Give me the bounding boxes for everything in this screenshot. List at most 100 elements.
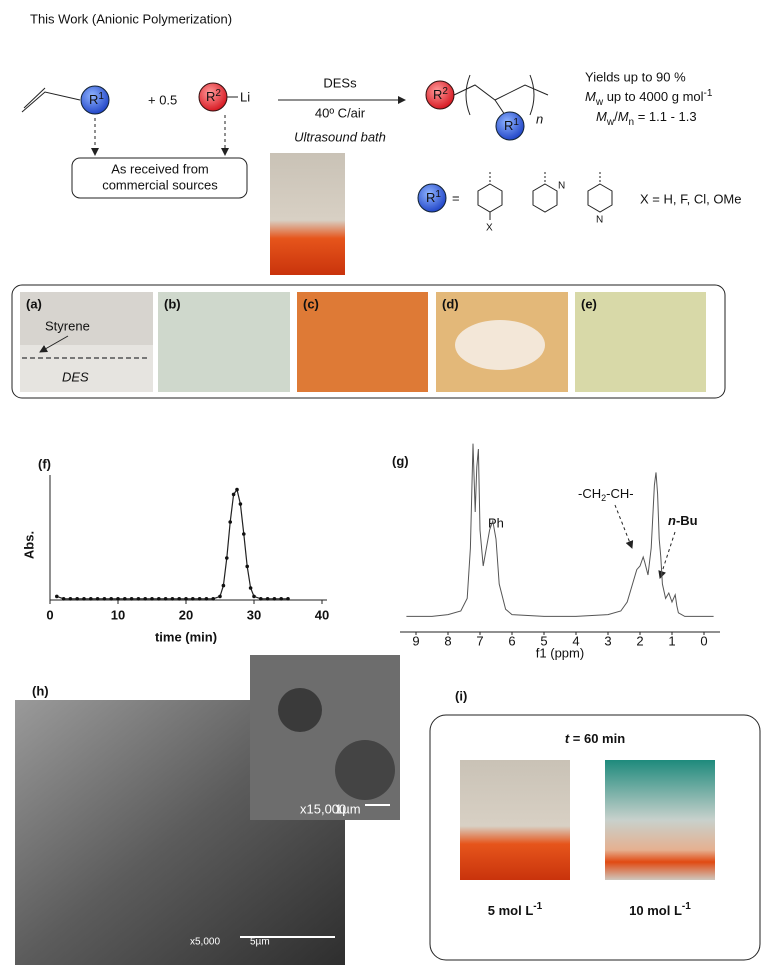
panel-label: (e) xyxy=(581,296,597,311)
data-point xyxy=(177,597,181,601)
note: commercial sources xyxy=(102,177,218,192)
d: M xyxy=(596,109,607,124)
data-point xyxy=(225,556,229,560)
r1-sup: 1 xyxy=(98,91,104,102)
peak-label: -CH xyxy=(578,486,601,501)
x-tick-label: 0 xyxy=(46,607,53,622)
data-point xyxy=(238,502,243,506)
data-point xyxy=(259,597,263,601)
data-point xyxy=(109,597,113,601)
peak-label: -CH2-CH- xyxy=(578,486,634,503)
concentration: 5 mol L-1 xyxy=(488,901,543,919)
time: = 60 min xyxy=(569,731,625,746)
x-tick-label: 1 xyxy=(668,633,675,648)
dispersity: Mw/Mn = 1.1 - 1.3 xyxy=(596,109,697,127)
d: n xyxy=(629,117,635,128)
r1-circle xyxy=(417,183,447,213)
axis xyxy=(49,475,327,601)
x-tick-label: 10 xyxy=(111,607,125,622)
photo xyxy=(455,320,545,370)
d: / xyxy=(614,109,618,124)
data-point xyxy=(231,492,236,497)
x-tick-label: 30 xyxy=(247,607,261,622)
r1-circle xyxy=(80,85,110,115)
mw: up to 4000 g mol xyxy=(603,89,704,104)
time: t xyxy=(565,731,570,746)
vial-photo xyxy=(605,760,715,880)
li: Li xyxy=(240,89,250,104)
r1-sup: 1 xyxy=(513,117,519,128)
data-point xyxy=(95,597,100,601)
panel-frame xyxy=(429,714,761,961)
data-point xyxy=(191,597,195,601)
data-point xyxy=(163,597,168,601)
photo xyxy=(297,292,428,392)
bond xyxy=(494,99,506,116)
sem-scale: 5µm xyxy=(250,937,270,948)
ring-label: X xyxy=(486,223,493,234)
peak-label: n xyxy=(668,513,676,528)
r1: R xyxy=(426,190,435,205)
data-point xyxy=(272,597,277,601)
note-box xyxy=(71,157,248,199)
data-point xyxy=(61,597,66,601)
spectrum-line xyxy=(406,443,714,617)
d: = 1.1 - 1.3 xyxy=(634,109,697,124)
panel-label: (b) xyxy=(164,296,181,311)
data-point xyxy=(242,532,246,536)
data-point xyxy=(221,583,226,588)
concentration: 5 mol L xyxy=(488,903,534,918)
x-tick-label: 3 xyxy=(604,633,611,648)
r2-sup: 2 xyxy=(442,86,448,97)
r1: R xyxy=(504,118,513,133)
data-point xyxy=(265,597,270,601)
panel-label: (i) xyxy=(455,688,467,703)
r1-sup: 1 xyxy=(435,189,441,200)
data-point xyxy=(136,597,141,601)
panel-label: (h) xyxy=(32,683,49,698)
peak-label: -CH- xyxy=(606,486,633,501)
x-tick-label: 7 xyxy=(476,633,483,648)
data-point xyxy=(279,597,284,601)
data-point xyxy=(55,594,59,599)
data-point xyxy=(211,597,215,601)
fit-line xyxy=(56,488,288,600)
data-point xyxy=(245,564,249,569)
d: w xyxy=(606,117,615,128)
data-point xyxy=(170,597,175,601)
des-label: DES xyxy=(62,369,89,384)
data-point xyxy=(286,597,290,601)
data-point xyxy=(248,586,253,590)
x-tick-label: 6 xyxy=(508,633,515,648)
time: t = 60 min xyxy=(565,731,625,746)
data-point xyxy=(218,594,222,599)
r2: R2 xyxy=(433,86,448,103)
r1: R1 xyxy=(426,189,441,206)
concentration: 10 mol L-1 xyxy=(629,901,691,919)
sem-mag: x5,000 xyxy=(190,937,220,948)
note: As received from xyxy=(111,161,209,176)
vial-photo xyxy=(460,760,570,880)
peak-label: n-Bu xyxy=(668,513,698,528)
equals: = xyxy=(452,190,460,205)
concentration-sup: -1 xyxy=(682,901,691,912)
data-point xyxy=(102,597,107,601)
plus: + 0.5 xyxy=(148,92,177,107)
photo xyxy=(158,292,290,392)
panel-label: (a) xyxy=(26,296,42,311)
data-point xyxy=(252,594,256,599)
data-point xyxy=(228,520,232,524)
mw: Mw up to 4000 g mol-1 xyxy=(585,88,713,108)
pore xyxy=(278,688,322,732)
repeat-n: n xyxy=(536,111,543,126)
condition: DESs xyxy=(323,75,357,90)
data-point xyxy=(150,597,154,601)
ring-label: N xyxy=(596,215,603,226)
panel-label: (d) xyxy=(442,296,459,311)
yields: Yields up to 90 % xyxy=(585,69,686,84)
peak-label: -Bu xyxy=(676,513,698,528)
data-point xyxy=(123,597,127,601)
data-point xyxy=(129,597,134,601)
data-point xyxy=(184,597,188,601)
